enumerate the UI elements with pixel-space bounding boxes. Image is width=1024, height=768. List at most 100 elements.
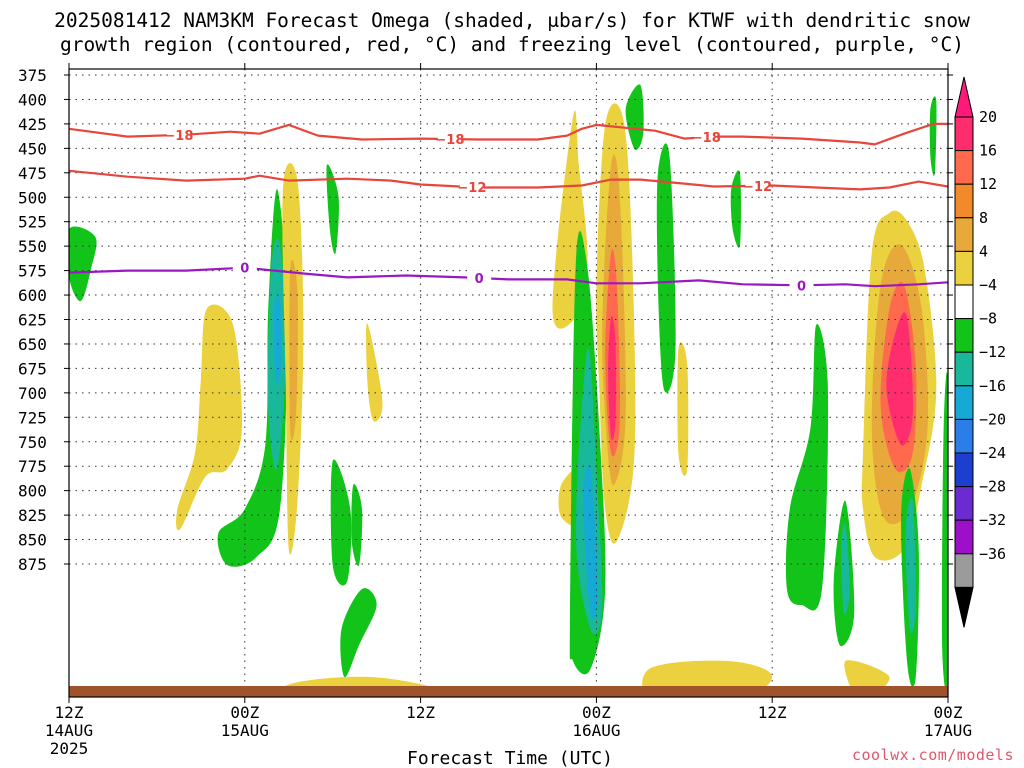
contour-label-bg [166, 126, 191, 142]
y-tick-label: 425 [18, 115, 47, 134]
contour-label-bg [459, 179, 484, 195]
omega-region [785, 323, 829, 611]
plot-contents: −18 −18 −18 −12 −12 0 0 0 [69, 69, 948, 697]
omega-region [583, 464, 598, 619]
colorbar-swatch [954, 351, 974, 387]
omega-region [366, 323, 383, 422]
omega-region [330, 459, 352, 586]
contour-label-bg [232, 259, 257, 275]
x-tick-date: 17AUG [924, 721, 972, 740]
contour-label: 0 [797, 279, 806, 294]
plot-area: −18 −18 −18 −12 −12 0 0 0 [68, 68, 949, 698]
x-tick-label: 00Z [230, 703, 259, 722]
omega-region [340, 588, 377, 678]
colorbar-tick-label: 20 [979, 108, 997, 126]
surface-ground [69, 686, 948, 697]
omega-region [69, 226, 97, 302]
y-tick-label: 850 [18, 531, 47, 550]
x-axis-label: Forecast Time (UTC) [407, 748, 613, 768]
contour-label-bg [694, 129, 719, 145]
omega-region [608, 315, 616, 441]
x-tick-label: 12Z [406, 703, 435, 722]
contour-label: −12 [743, 180, 772, 195]
x-tick-label: 12Z [758, 703, 787, 722]
y-tick-label: 600 [18, 286, 47, 305]
colorbar-swatch [954, 183, 974, 219]
y-tick-label: 550 [18, 237, 47, 256]
omega-colorbar: 20 16 12 8 4 −4 −8 −12 −16 −20 −24 −28 −32 −36 [954, 76, 1006, 628]
colorbar-swatch [954, 250, 974, 286]
y-tick-label: 625 [18, 311, 47, 330]
contour-label-bg [467, 270, 492, 286]
y-tick-label: 725 [18, 408, 47, 427]
omega-region [905, 497, 916, 634]
colorbar-swatch [954, 553, 974, 588]
contour-label-bg [437, 131, 462, 147]
colorbar-tick-label: 4 [979, 242, 988, 260]
omega-region [273, 295, 282, 385]
y-tick-label: 375 [18, 66, 47, 85]
colorbar-swatch [954, 418, 974, 454]
y-tick-label: 450 [18, 139, 47, 158]
colorbar-swatch [954, 150, 974, 185]
x-tick-label: 12Z [55, 703, 84, 722]
y-tick-label: 475 [18, 164, 47, 183]
credit-text: coolwx.com/models [852, 746, 1014, 764]
colorbar-top-cap [954, 76, 974, 118]
x-tick-date: 16AUG [572, 721, 620, 740]
grid [69, 69, 948, 697]
omega-region [326, 164, 339, 255]
omega-region [730, 170, 741, 248]
colorbar-bottom-cap [954, 586, 974, 628]
contour-label: −12 [457, 181, 486, 196]
colorbar-swatch [954, 284, 974, 320]
colorbar-swatch [954, 519, 974, 555]
omega-region [677, 342, 689, 476]
colorbar-tick-label: −28 [979, 478, 1006, 496]
contour-label-bg [789, 277, 814, 293]
colorbar-tick-label: 8 [979, 209, 988, 227]
x-tick-label: 00Z [582, 703, 611, 722]
contour-label-bg [745, 177, 770, 193]
plot-frame [68, 68, 949, 698]
chart-title-line2: growth region (contoured, red, °C) and f… [60, 33, 964, 56]
colorbar-swatch [954, 116, 974, 152]
dendritic-minus18-contour [69, 122, 948, 146]
y-tick-label: 800 [18, 482, 47, 501]
contour-label: 0 [475, 272, 484, 287]
dendritic-minus12-contour [69, 169, 948, 191]
colorbar-tick-label: −4 [979, 276, 997, 294]
pressure-axis: 375 400 425 450 475 500 525 550 575 600 625 650 675 7… [18, 66, 953, 574]
omega-region [886, 312, 913, 446]
y-tick-label: 500 [18, 188, 47, 207]
omega-region [289, 259, 298, 441]
contour-label: −18 [164, 129, 193, 144]
y-tick-label: 875 [18, 555, 47, 574]
freezing-level-contour [69, 266, 948, 288]
colorbar-swatch [954, 486, 974, 521]
colorbar-swatch [954, 385, 974, 420]
x-tick-year: 2025 [50, 739, 89, 758]
y-tick-label: 775 [18, 457, 47, 476]
contour-label: −18 [692, 131, 721, 146]
colorbar-tick-label: 12 [979, 175, 997, 193]
y-tick-label: 700 [18, 384, 47, 403]
colorbar-swatch [954, 318, 974, 353]
x-tick-label: 00Z [934, 703, 963, 722]
colorbar-swatch [954, 452, 974, 488]
omega-region [656, 143, 676, 393]
y-tick-label: 675 [18, 359, 47, 378]
omega-region [929, 96, 937, 176]
colorbar-tick-label: 16 [979, 142, 997, 160]
colorbar-tick-label: −16 [979, 377, 1006, 395]
contour-label: −18 [435, 133, 464, 148]
colorbar-swatch [954, 217, 974, 252]
omega-region [217, 188, 288, 567]
y-tick-label: 400 [18, 90, 47, 109]
y-tick-label: 825 [18, 506, 47, 525]
omega-region [625, 84, 644, 150]
chart-title-line1: 2025081412 NAM3KM Forecast Omega (shaded… [54, 9, 970, 32]
colorbar-tick-label: −20 [979, 410, 1006, 428]
x-tick-date: 14AUG [45, 721, 93, 740]
